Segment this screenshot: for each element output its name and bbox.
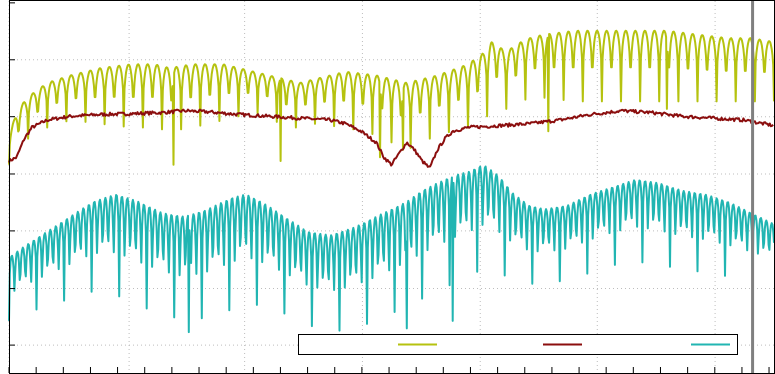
- axis-ticks: [8, 2, 770, 373]
- series-olive-line: [8, 29, 775, 166]
- legend-box: [298, 334, 738, 355]
- series-darkred-line: [8, 108, 774, 168]
- series-layer: [8, 29, 775, 334]
- legend: [298, 334, 738, 355]
- series-teal-line: [8, 165, 775, 334]
